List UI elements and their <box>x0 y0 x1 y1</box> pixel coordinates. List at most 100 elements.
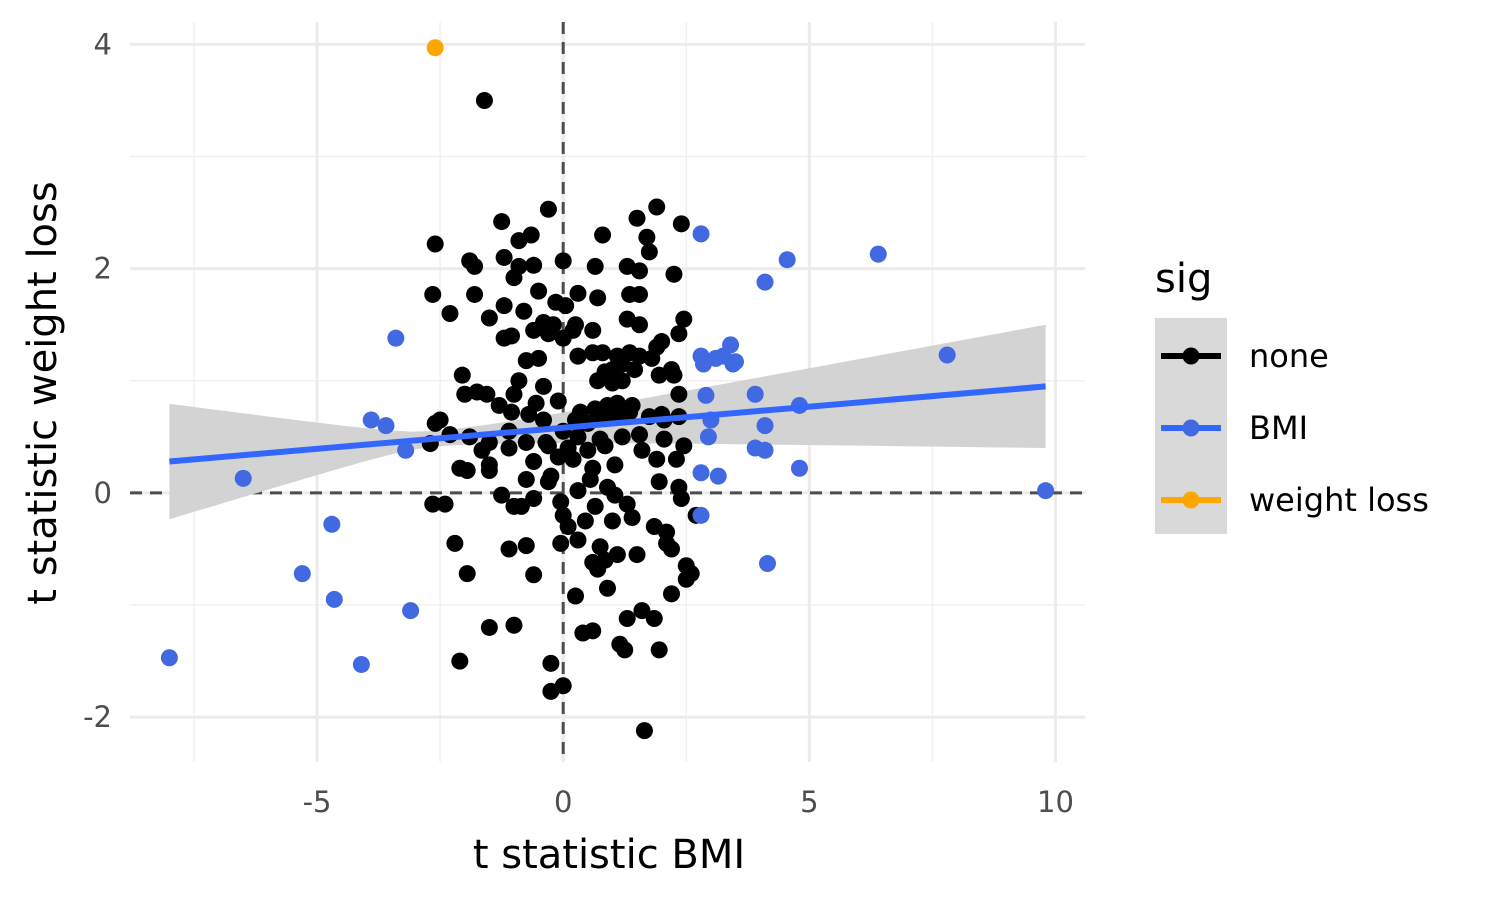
point-none <box>670 385 688 403</box>
point-none <box>466 257 484 275</box>
point-none <box>542 654 560 672</box>
point-none <box>569 428 587 446</box>
point-none <box>517 537 535 555</box>
point-bmi <box>869 245 887 263</box>
legend: sig none BMI weight loss <box>1155 256 1429 534</box>
point-none <box>576 512 594 530</box>
point-none <box>633 441 651 459</box>
point-bmi <box>402 602 420 620</box>
y-tick-label: 0 <box>94 476 112 510</box>
point-bmi <box>362 411 380 429</box>
point-none <box>564 321 582 339</box>
point-none <box>643 349 661 367</box>
point-none <box>480 618 498 636</box>
point-none <box>677 570 695 588</box>
point-none <box>505 269 523 287</box>
point-none <box>493 486 511 504</box>
point-none <box>458 565 476 583</box>
point-none <box>525 490 543 508</box>
point-none <box>579 441 597 459</box>
point-none <box>628 546 646 564</box>
point-bmi <box>325 590 343 608</box>
trend-line-group <box>169 383 1046 465</box>
point-none <box>505 616 523 634</box>
point-none <box>436 495 454 513</box>
point-none <box>650 473 668 491</box>
point-none <box>500 439 518 457</box>
point-none <box>648 450 666 468</box>
point-none <box>581 470 599 488</box>
point-none <box>512 497 530 515</box>
point-none <box>539 325 557 343</box>
point-weight-loss <box>426 39 444 57</box>
point-none <box>586 257 604 275</box>
point-none <box>530 282 548 300</box>
point-none <box>613 372 631 390</box>
point-bmi <box>323 515 341 533</box>
point-none <box>626 361 644 379</box>
point-none <box>599 579 616 597</box>
point-none <box>665 265 683 283</box>
y-tick-labels: -2 0 2 4 <box>83 27 112 734</box>
point-none <box>475 91 493 109</box>
point-none <box>630 285 648 303</box>
point-none <box>549 448 567 466</box>
point-none <box>500 540 518 558</box>
point-none <box>539 437 557 455</box>
point-none <box>480 309 498 327</box>
point-none <box>564 450 582 468</box>
point-bmi <box>293 565 311 583</box>
point-none <box>493 213 511 231</box>
point-none <box>623 509 641 527</box>
point-bmi <box>938 346 956 364</box>
point-none <box>453 366 471 384</box>
point-none <box>431 411 449 429</box>
point-none <box>478 385 496 403</box>
point-bmi <box>790 459 808 477</box>
point-none <box>424 495 442 513</box>
point-bmi <box>160 649 178 667</box>
point-none <box>630 426 648 444</box>
point-none <box>458 461 476 479</box>
legend-label-weight-loss: weight loss <box>1249 481 1429 519</box>
point-none <box>667 450 685 468</box>
point-none <box>554 252 572 270</box>
point-none <box>473 441 491 459</box>
point-none <box>515 302 533 320</box>
point-none <box>675 310 693 328</box>
point-none <box>650 366 668 384</box>
point-none <box>640 243 658 261</box>
legend-dot-weight-loss <box>1182 491 1200 509</box>
point-bmi <box>758 555 776 573</box>
point-none <box>672 490 690 508</box>
point-bmi <box>722 336 740 354</box>
point-none <box>594 408 612 426</box>
point-none <box>608 546 626 564</box>
y-axis-title: t statistic weight loss <box>20 181 66 604</box>
point-none <box>552 493 570 511</box>
point-none <box>495 297 513 315</box>
point-none <box>503 403 521 421</box>
point-none <box>589 560 607 578</box>
point-none <box>510 232 528 250</box>
point-none <box>525 256 543 274</box>
point-none <box>616 641 634 659</box>
point-none <box>542 467 560 485</box>
legend-dot-none <box>1182 347 1200 365</box>
point-none <box>603 512 621 530</box>
point-none <box>621 403 639 421</box>
point-none <box>569 531 587 549</box>
point-none <box>628 209 646 227</box>
point-none <box>584 622 602 640</box>
point-bmi <box>387 329 405 347</box>
point-none <box>535 411 553 429</box>
point-none <box>552 534 570 552</box>
point-none <box>630 262 648 280</box>
y-tick-label: 4 <box>94 27 112 61</box>
point-bmi <box>692 506 710 524</box>
point-none <box>530 349 548 367</box>
point-none <box>495 248 513 266</box>
point-bmi <box>377 417 395 435</box>
point-bmi <box>756 441 774 459</box>
legend-entries: none BMI weight loss <box>1161 337 1429 519</box>
